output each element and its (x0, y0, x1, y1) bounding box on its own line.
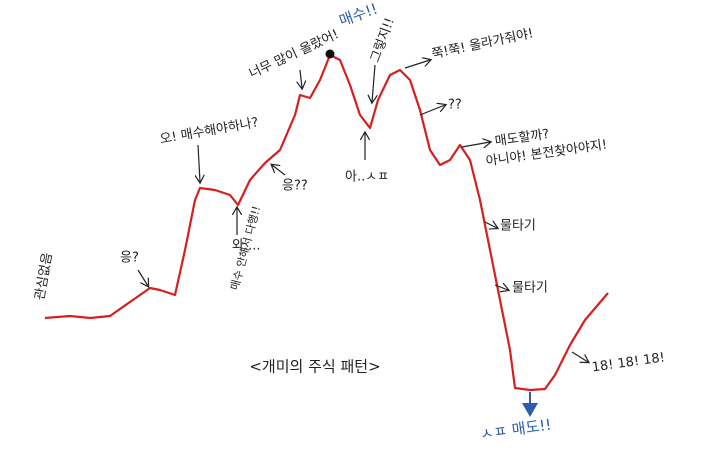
title: <개미의 주식 패턴> (249, 358, 380, 376)
annotation: 물타기 (500, 219, 536, 234)
annotation: 그렇지!! (368, 16, 398, 65)
annotation: 응? (120, 251, 139, 266)
annotation: 18! 18! 18! (591, 350, 666, 375)
price-line (44, 53, 609, 392)
annotation: 와.... (232, 239, 261, 254)
annotation: 오! 매수해야하나? (159, 115, 260, 147)
buy-dot (325, 49, 335, 59)
annotation: 아..ㅅㅍ (345, 170, 389, 185)
annotation: 응?? (282, 179, 308, 194)
annotation: 관심없음 (33, 252, 56, 302)
buy-label: 매수!! (337, 0, 380, 30)
sell-label: ㅅㅍ 매도!! (479, 416, 553, 444)
annotation: ?? (448, 98, 462, 113)
arrows (137, 60, 588, 417)
annotation: 쭉!쭉! 올라가줘야! (430, 26, 534, 62)
annotation: 물타기 (512, 281, 548, 296)
